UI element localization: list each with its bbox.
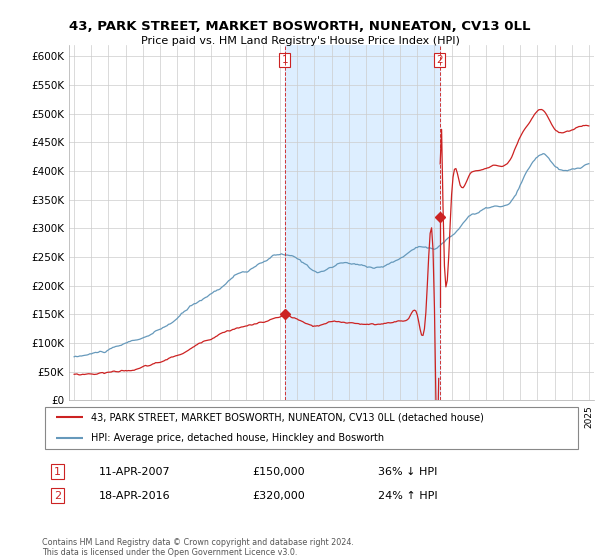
Text: 43, PARK STREET, MARKET BOSWORTH, NUNEATON, CV13 0LL (detached house): 43, PARK STREET, MARKET BOSWORTH, NUNEAT…	[91, 412, 484, 422]
Text: 18-APR-2016: 18-APR-2016	[99, 491, 170, 501]
Bar	[285, 45, 440, 400]
Text: 36% ↓ HPI: 36% ↓ HPI	[378, 466, 437, 477]
Text: 2: 2	[436, 55, 443, 65]
Text: 24% ↑ HPI: 24% ↑ HPI	[378, 491, 437, 501]
Text: 1: 1	[54, 466, 61, 477]
Text: HPI: Average price, detached house, Hinckley and Bosworth: HPI: Average price, detached house, Hinc…	[91, 433, 384, 444]
Text: Contains HM Land Registry data © Crown copyright and database right 2024.
This d: Contains HM Land Registry data © Crown c…	[42, 538, 354, 557]
Text: 43, PARK STREET, MARKET BOSWORTH, NUNEATON, CV13 0LL: 43, PARK STREET, MARKET BOSWORTH, NUNEAT…	[69, 20, 531, 32]
Text: £320,000: £320,000	[252, 491, 305, 501]
Text: £150,000: £150,000	[252, 466, 305, 477]
Text: 11-APR-2007: 11-APR-2007	[99, 466, 170, 477]
Text: 2: 2	[54, 491, 61, 501]
FancyBboxPatch shape	[45, 407, 578, 449]
Text: 1: 1	[281, 55, 288, 65]
Text: Price paid vs. HM Land Registry's House Price Index (HPI): Price paid vs. HM Land Registry's House …	[140, 36, 460, 46]
